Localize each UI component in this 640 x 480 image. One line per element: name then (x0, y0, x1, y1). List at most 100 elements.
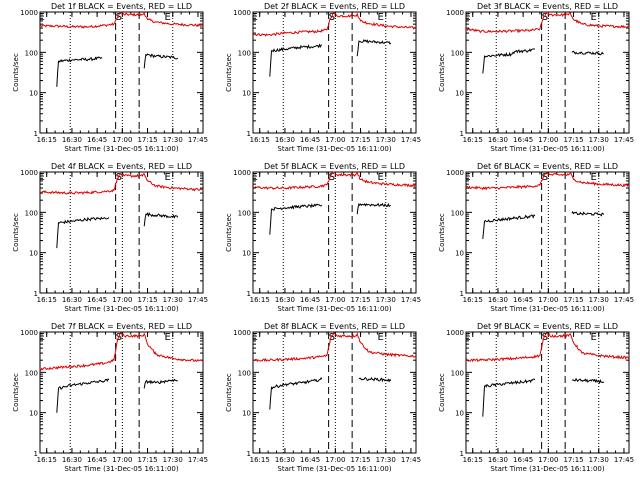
x-axis-label: Start Time (31-Dec-05 16:11:00) (64, 145, 178, 153)
y-tick-label: 1 (34, 130, 38, 138)
interval-marker: S (542, 172, 548, 183)
events-series-line (571, 377, 605, 385)
x-tick-label: 17:30 (589, 456, 609, 464)
interval-marker: E (252, 12, 258, 23)
y-tick-label: 1000 (20, 169, 38, 177)
plot-frame (39, 331, 204, 454)
interval-marker: E (378, 332, 384, 343)
x-tick-label: 16:45 (513, 296, 533, 304)
x-tick-label: 16:30 (488, 296, 508, 304)
y-tick-label: 1000 (20, 9, 38, 17)
panel-title: Det 7f BLACK = Events, RED = LLD (51, 322, 192, 331)
x-tick-label: 16:30 (62, 296, 82, 304)
panel-title: Det 4f BLACK = Events, RED = LLD (51, 162, 192, 171)
interval-marker: E (39, 12, 45, 23)
interval-marker: S (329, 172, 335, 183)
y-tick-label: 1000 (446, 169, 464, 177)
x-tick-label: 17:15 (350, 456, 370, 464)
y-tick-label: 10 (29, 250, 38, 258)
x-tick-label: 17:45 (401, 296, 421, 304)
x-tick-label: 16:30 (275, 456, 295, 464)
x-tick-label: 17:45 (614, 296, 634, 304)
panel-title: Det 5f BLACK = Events, RED = LLD (264, 162, 405, 171)
x-tick-label: 17:00 (325, 456, 345, 464)
y-axis-label: Counts/sec (225, 53, 233, 92)
events-series-line (571, 50, 604, 56)
y-tick-label: 1 (247, 450, 251, 458)
y-tick-label: 10 (455, 250, 464, 258)
x-tick-label: 17:30 (376, 296, 396, 304)
interval-marker: E (252, 332, 258, 343)
y-axis-label: Counts/sec (438, 53, 446, 92)
y-tick-label: 1 (460, 130, 464, 138)
x-tick-label: 16:15 (463, 296, 483, 304)
interval-marker: E (165, 332, 171, 343)
interval-marker: S (116, 172, 122, 183)
x-tick-label: 17:15 (137, 456, 157, 464)
events-series-line (482, 378, 536, 417)
y-tick-label: 1000 (233, 169, 251, 177)
interval-marker: E (378, 172, 384, 183)
x-tick-label: 17:15 (137, 296, 157, 304)
x-tick-label: 16:15 (37, 136, 57, 144)
y-tick-label: 10 (455, 410, 464, 418)
events-series-line (269, 203, 323, 235)
interval-marker: S (542, 12, 548, 23)
y-tick-label: 10 (455, 90, 464, 98)
y-tick-label: 10 (242, 90, 251, 98)
x-tick-label: 17:45 (401, 456, 421, 464)
x-tick-label: 17:30 (163, 456, 183, 464)
x-axis-label: Start Time (31-Dec-05 16:11:00) (490, 305, 604, 313)
lld-series-line (465, 332, 630, 363)
detector-panel-9: Det 9f BLACK = Events, RED = LLD 1 10 100 10… (438, 322, 634, 473)
x-axis-label: Start Time (31-Dec-05 16:11:00) (277, 465, 391, 473)
events-series-line (356, 202, 391, 215)
x-tick-label: 16:45 (513, 456, 533, 464)
detector-panel-8: Det 8f BLACK = Events, RED = LLD 1 10 100 10… (225, 322, 421, 473)
y-axis-label: Counts/sec (438, 213, 446, 252)
y-tick-label: 1 (34, 290, 38, 298)
y-axis-label: Counts/sec (12, 53, 20, 92)
y-tick-label: 100 (25, 209, 38, 217)
interval-marker: E (165, 172, 171, 183)
y-tick-label: 1 (460, 450, 464, 458)
y-tick-label: 1000 (233, 329, 251, 337)
x-tick-label: 17:00 (538, 456, 558, 464)
x-tick-label: 17:15 (137, 136, 157, 144)
lld-series-line (252, 12, 417, 37)
x-axis-label: Start Time (31-Dec-05 16:11:00) (64, 305, 178, 313)
x-tick-label: 16:30 (488, 136, 508, 144)
events-series-line (143, 378, 178, 389)
panel-title: Det 2f BLACK = Events, RED = LLD (264, 2, 405, 11)
x-tick-label: 16:15 (250, 456, 270, 464)
lld-series-line (253, 332, 417, 363)
plot-frame (39, 11, 204, 134)
events-series-line (143, 53, 179, 69)
events-series-line (482, 48, 536, 74)
interval-marker: E (465, 172, 471, 183)
x-tick-label: 16:45 (300, 296, 320, 304)
y-tick-label: 100 (25, 369, 38, 377)
plot-frame (252, 11, 417, 134)
y-tick-label: 100 (451, 369, 464, 377)
x-axis-label: Start Time (31-Dec-05 16:11:00) (490, 465, 604, 473)
y-tick-label: 1000 (233, 9, 251, 17)
x-tick-label: 16:30 (62, 136, 82, 144)
lld-series-line (39, 11, 204, 29)
panel-title: Det 6f BLACK = Events, RED = LLD (477, 162, 618, 171)
lld-series-line (39, 173, 204, 195)
x-tick-label: 17:30 (163, 296, 183, 304)
interval-marker: E (252, 172, 258, 183)
x-tick-label: 16:45 (300, 456, 320, 464)
x-tick-label: 16:30 (488, 456, 508, 464)
y-axis-label: Counts/sec (12, 373, 20, 412)
x-tick-label: 17:30 (589, 136, 609, 144)
lld-series-line (465, 11, 630, 34)
events-series-line (482, 214, 536, 239)
x-tick-label: 17:45 (188, 136, 208, 144)
x-tick-label: 17:00 (325, 296, 345, 304)
x-axis-label: Start Time (31-Dec-05 16:11:00) (490, 145, 604, 153)
detector-panel-3: Det 3f BLACK = Events, RED = LLD 1 10 100 10… (438, 2, 634, 153)
interval-marker: E (591, 12, 597, 23)
lld-series-line (252, 171, 417, 191)
